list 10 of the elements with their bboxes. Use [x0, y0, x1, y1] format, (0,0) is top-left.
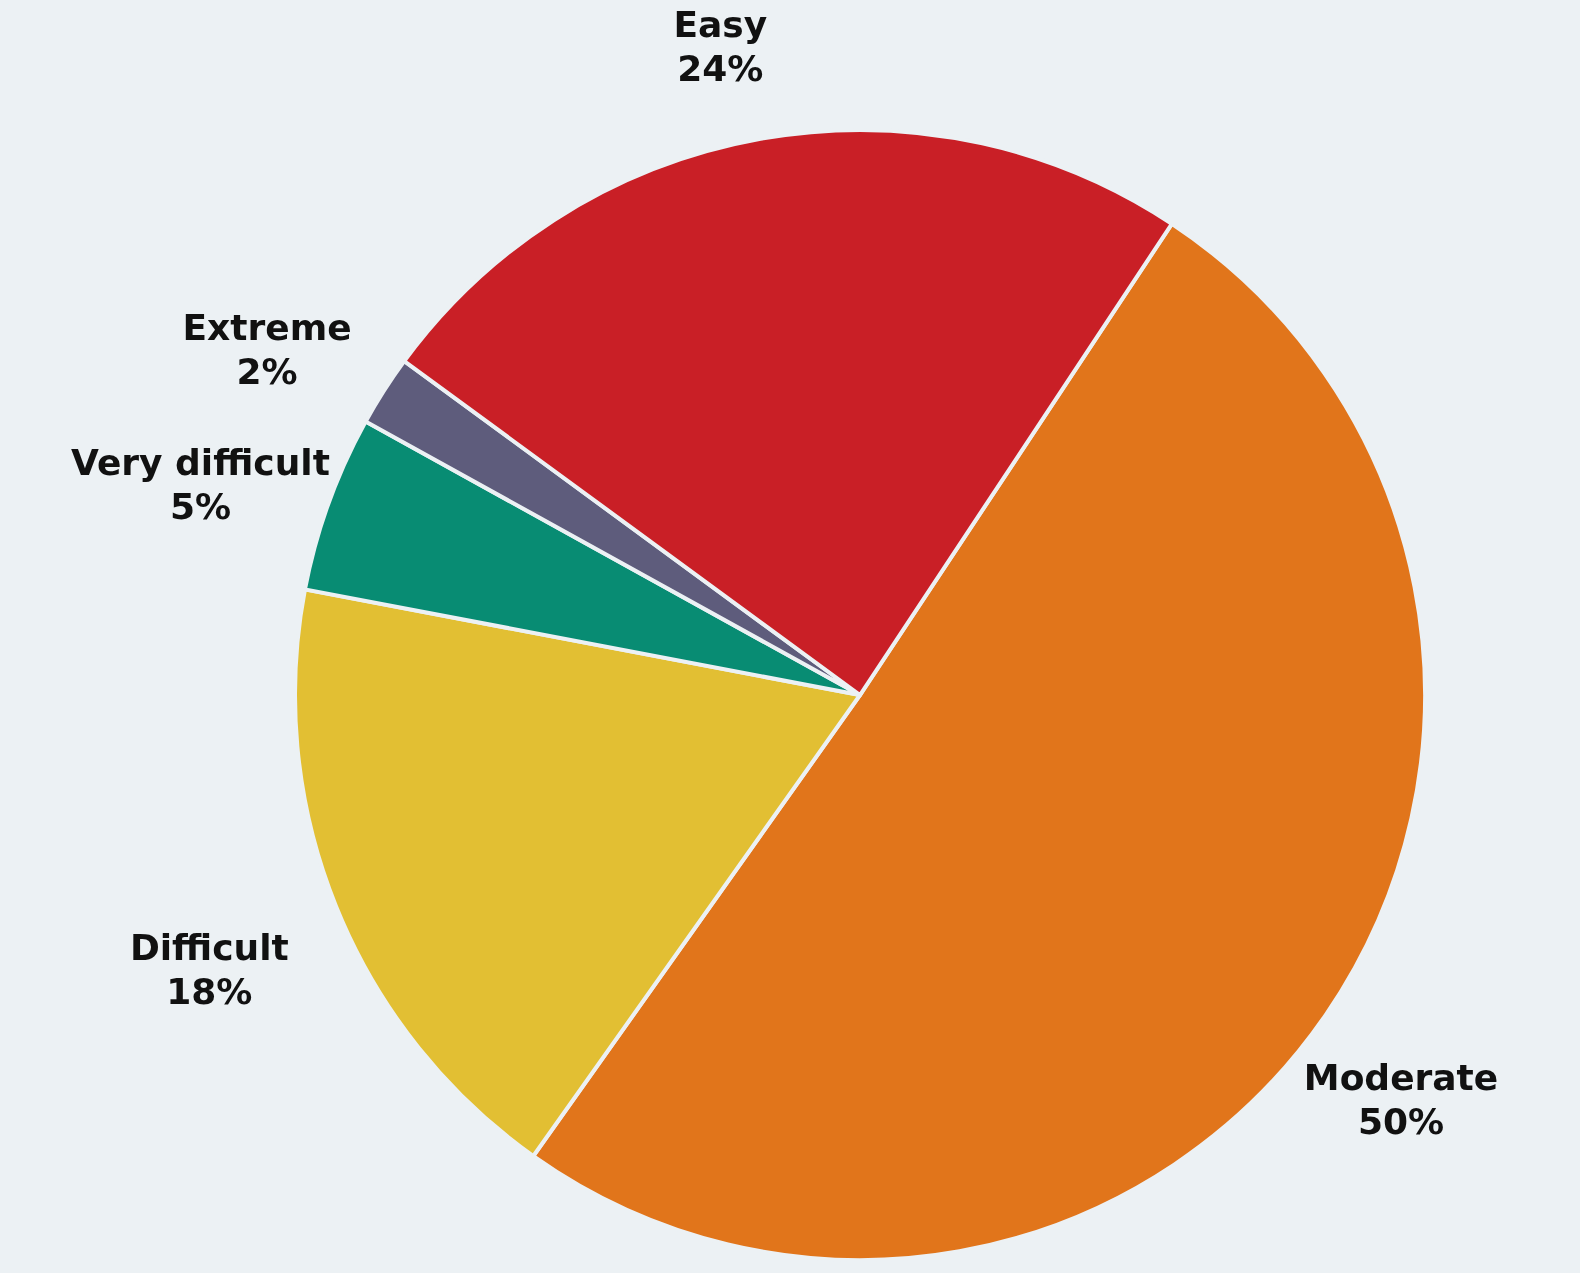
- data-label: 2%: [236, 350, 298, 392]
- slice-label: Easy: [673, 3, 768, 45]
- data-label: 24%: [677, 47, 764, 89]
- slice-label: Extreme: [182, 306, 352, 348]
- data-label: 18%: [166, 971, 253, 1013]
- slice-label: Difficult: [129, 927, 289, 969]
- data-label: 5%: [169, 485, 232, 527]
- data-label: 50%: [1357, 1101, 1445, 1143]
- slice-label: Moderate: [1303, 1057, 1499, 1099]
- slice-label: Very difficult: [71, 441, 330, 483]
